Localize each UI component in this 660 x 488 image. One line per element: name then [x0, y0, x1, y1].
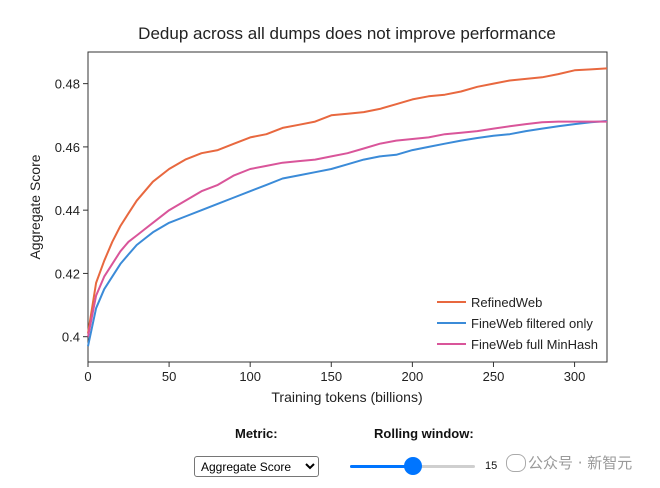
wechat-icon [506, 454, 526, 472]
legend-label-1: RefinedWeb [471, 295, 542, 310]
chart-title: Dedup across all dumps does not improve … [138, 24, 556, 43]
rolling-window-label: Rolling window: [374, 426, 474, 441]
x-tick-label: 150 [320, 369, 342, 384]
x-tick-label: 0 [84, 369, 91, 384]
legend-label-2: FineWeb filtered only [471, 316, 593, 331]
y-tick-label: 0.44 [55, 203, 80, 218]
slider-thumb[interactable] [403, 457, 422, 475]
watermark: 公众号 · 新智元 [504, 452, 632, 473]
y-axis-label: Aggregate Score [27, 154, 43, 259]
legend-label-3: FineWeb full MinHash [471, 337, 598, 352]
x-tick-label: 250 [483, 369, 505, 384]
series-line-2 [87, 120, 608, 347]
slider-fill [350, 465, 413, 468]
watermark-text: 公众号 · 新智元 [528, 454, 633, 472]
series-lines [87, 67, 608, 347]
series-line-3 [87, 120, 607, 337]
y-tick-label: 0.42 [55, 266, 80, 281]
x-axis: 0 50 100 150 200 250 300 [84, 362, 585, 384]
plot-frame [87, 51, 608, 363]
y-tick-label: 0.4 [62, 330, 80, 345]
x-tick-label: 300 [564, 369, 586, 384]
x-tick-label: 50 [162, 369, 176, 384]
y-axis: 0.4 0.42 0.44 0.46 0.48 [55, 77, 88, 345]
legend: RefinedWeb FineWeb filtered only FineWeb f… [437, 295, 598, 352]
series-line-1 [87, 67, 608, 334]
y-tick-label: 0.48 [55, 77, 80, 92]
chart: Dedup across all dumps does not improve … [27, 24, 608, 405]
rolling-window-value: 15 [485, 460, 498, 472]
x-tick-label: 200 [402, 369, 424, 384]
metric-label: Metric: [235, 426, 278, 441]
x-tick-label: 100 [239, 369, 261, 384]
x-axis-label: Training tokens (billions) [271, 389, 422, 405]
metric-select[interactable]: Aggregate Score [194, 456, 319, 477]
y-tick-label: 0.46 [55, 140, 80, 155]
